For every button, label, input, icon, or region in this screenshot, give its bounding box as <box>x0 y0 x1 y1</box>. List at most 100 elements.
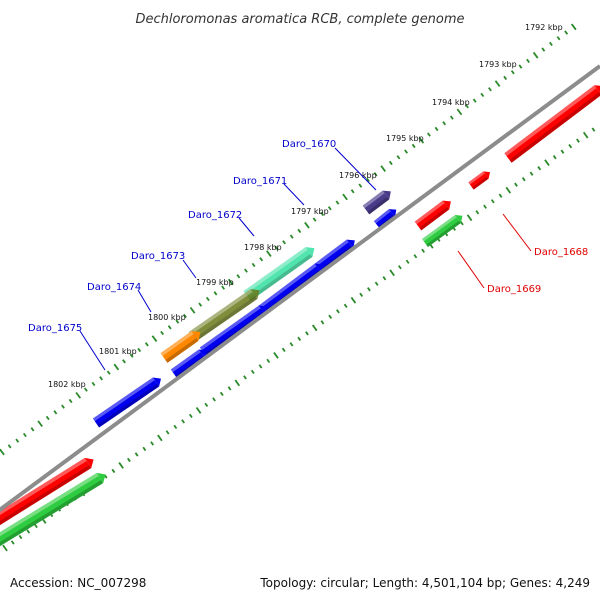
gene-olive-1-shade <box>193 295 258 342</box>
tick-mark <box>466 214 473 222</box>
gene-leader-line <box>334 147 377 191</box>
tick-mark <box>564 30 569 35</box>
tick-mark <box>514 182 518 187</box>
gene-blue-6 <box>92 377 161 428</box>
tick-mark <box>282 240 286 245</box>
gene-leader-line <box>238 217 255 237</box>
tick-mark <box>480 92 485 98</box>
tick-label: 1795 kbp <box>386 134 424 143</box>
tick-mark <box>22 432 27 438</box>
gene-leader-line <box>502 213 532 252</box>
gene-label: Daro_1673 <box>131 251 185 262</box>
tick-mark <box>251 262 256 268</box>
tick-label: 1802 kbp <box>48 380 86 389</box>
gene-purple-1-body <box>362 190 390 215</box>
gene-leader-line <box>137 289 152 313</box>
tick-mark <box>576 138 580 143</box>
tick-mark <box>560 149 565 154</box>
gene-features <box>0 85 600 550</box>
gene-blue-2-body <box>314 239 354 273</box>
gene-red-4-body <box>0 457 92 529</box>
gene-label: Daro_1668 <box>534 247 588 258</box>
gene-green-1 <box>422 214 463 248</box>
gene-teal-1-highlight <box>243 247 308 295</box>
tick-mark <box>359 292 364 297</box>
tick-label: 1792 kbp <box>525 23 563 32</box>
gene-red-3 <box>414 200 451 231</box>
tick-mark <box>510 70 515 75</box>
gene-green-1-body <box>422 214 461 248</box>
tick-mark <box>537 166 542 171</box>
gene-blue-6-highlight <box>92 377 155 422</box>
gene-red-3-shade <box>419 206 450 231</box>
tick-mark <box>181 419 185 424</box>
tick-mark <box>134 452 139 457</box>
tick-mark <box>404 149 408 154</box>
gene-orange-1-highlight <box>160 331 194 357</box>
tick-mark <box>532 51 539 59</box>
gene-green-2-tip <box>96 472 106 484</box>
tick-mark <box>465 104 469 109</box>
tick-mark <box>556 36 561 41</box>
tick-mark <box>183 313 187 319</box>
tick-mark <box>312 217 317 222</box>
gene-purple-1-tip <box>382 190 391 200</box>
gene-red-2-body <box>468 171 489 190</box>
gene-orange-1 <box>160 331 201 363</box>
tick-mark <box>320 211 325 217</box>
tick-mark <box>258 364 263 369</box>
accession-label: Accession: NC_007298 <box>10 576 146 590</box>
tick-mark <box>205 296 210 302</box>
gene-blue-1-tip <box>388 209 397 217</box>
gene-orange-1-tip <box>191 331 201 341</box>
tick-mark <box>142 446 147 452</box>
tick-mark <box>305 331 309 336</box>
gene-green-2-shade <box>0 480 104 550</box>
tick-mark <box>118 462 124 469</box>
gene-label: Daro_1669 <box>487 284 541 295</box>
gene-olive-1-body <box>188 289 258 342</box>
gene-blue-3-body <box>258 263 322 315</box>
tick-mark <box>61 404 65 409</box>
gene-green-1-tip <box>455 214 463 224</box>
tick-label: 1797 kbp <box>291 207 329 216</box>
tick-mark <box>75 391 82 399</box>
gene-red-4 <box>0 457 94 529</box>
gene-green-1-highlight <box>422 214 457 242</box>
tick-mark <box>529 171 534 176</box>
tick-mark <box>350 189 355 194</box>
tick-mark <box>83 387 88 392</box>
tick-mark <box>358 183 363 188</box>
tick-mark <box>442 121 447 126</box>
gene-blue-2-highlight <box>314 239 349 267</box>
tick-mark <box>266 250 272 257</box>
tick-mark <box>328 314 333 319</box>
gene-blue-6-shade <box>97 383 160 428</box>
tick-mark <box>151 335 158 342</box>
gene-blue-4-body <box>199 305 266 357</box>
tick-mark <box>243 375 247 380</box>
tick-label: 1798 kbp <box>244 243 282 252</box>
tick-mark <box>488 87 492 92</box>
tick-mark <box>289 342 294 347</box>
tick-mark <box>45 415 50 421</box>
gene-red-4-shade <box>0 465 92 529</box>
tick-label: 1796 kbp <box>339 171 377 180</box>
gene-blue-1-body <box>373 209 396 229</box>
tick-mark <box>281 347 286 352</box>
tick-mark <box>126 457 131 463</box>
tick-mark <box>7 444 12 449</box>
gene-red-1-highlight <box>504 85 597 157</box>
tick-mark <box>10 540 15 545</box>
tick-mark <box>99 376 104 381</box>
tick-mark <box>0 448 5 456</box>
genome-backbone <box>0 64 600 513</box>
tick-mark <box>397 265 402 270</box>
gene-olive-1-tip <box>250 289 260 299</box>
gene-red-4-tip <box>84 457 94 469</box>
gene-red-3-tip <box>442 200 451 210</box>
tick-mark <box>289 234 294 239</box>
gene-red-1 <box>504 85 600 163</box>
tick-mark <box>373 172 378 177</box>
tick-mark <box>568 144 573 149</box>
